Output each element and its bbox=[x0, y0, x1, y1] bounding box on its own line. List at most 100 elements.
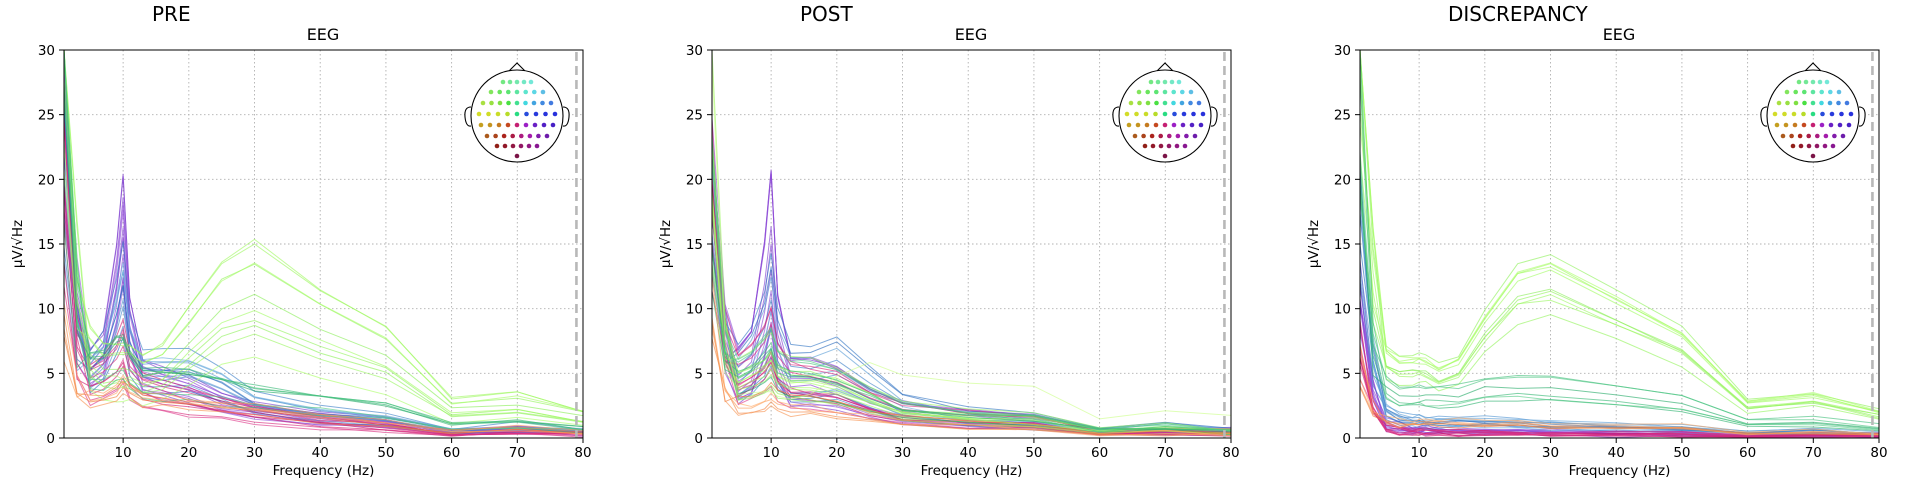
x-axis: 10 20 30 40 50 60 70 80 bbox=[1411, 438, 1888, 461]
psd-trace bbox=[1360, 50, 1879, 410]
sensor-dot bbox=[1182, 143, 1188, 149]
head-ear-left bbox=[1760, 106, 1768, 127]
psd-trace bbox=[1360, 378, 1879, 438]
sensor-dot bbox=[548, 100, 554, 106]
sensor-dot bbox=[1806, 133, 1811, 139]
psd-trace bbox=[1360, 259, 1879, 436]
psd-traces bbox=[1360, 50, 1879, 438]
sensor-dot bbox=[1803, 79, 1809, 85]
sensor-dot bbox=[1790, 143, 1796, 149]
y-tick-label: 30 bbox=[38, 43, 55, 59]
sensor-dot bbox=[1819, 89, 1824, 95]
psd-trace bbox=[1360, 379, 1879, 435]
sensor-dot bbox=[514, 153, 520, 159]
sensor-dot bbox=[495, 111, 501, 117]
sensor-dot bbox=[1792, 122, 1798, 128]
x-tick-label: 40 bbox=[312, 445, 329, 461]
sensor-dot bbox=[1827, 100, 1833, 106]
x-tick-label: 50 bbox=[1025, 445, 1042, 461]
psd-trace bbox=[64, 117, 583, 436]
y-tick-label: 0 bbox=[46, 431, 55, 447]
sensor-dot bbox=[497, 89, 503, 95]
sensor-dot bbox=[1149, 133, 1155, 139]
x-tick-label: 30 bbox=[246, 445, 263, 461]
sensor-dot bbox=[1179, 100, 1185, 106]
psd-trace bbox=[1360, 350, 1879, 437]
sensor-dot bbox=[493, 133, 498, 139]
psd-trace bbox=[712, 156, 1231, 432]
y-tick-label: 10 bbox=[1334, 302, 1351, 318]
y-tick-label: 15 bbox=[1334, 237, 1351, 253]
x-tick-label: 30 bbox=[894, 445, 911, 461]
sensor-dot bbox=[1188, 89, 1194, 95]
y-tick-label: 20 bbox=[1334, 172, 1351, 188]
sensor-dot bbox=[521, 79, 527, 85]
psd-trace bbox=[64, 211, 583, 435]
sensor-dot bbox=[1135, 122, 1141, 128]
x-tick-label: 10 bbox=[115, 445, 132, 461]
sensor-dot bbox=[1776, 100, 1782, 106]
sensor-dot bbox=[1158, 133, 1163, 139]
psd-trace bbox=[64, 50, 583, 422]
y-tick-label: 15 bbox=[686, 237, 703, 253]
sensor-dot bbox=[1145, 100, 1151, 106]
psd-trace bbox=[1360, 280, 1879, 435]
head-ear-right bbox=[562, 106, 570, 127]
sensor-dot bbox=[523, 122, 529, 128]
psd-trace bbox=[1360, 279, 1879, 437]
sensor-dot bbox=[1791, 111, 1797, 117]
psd-trace bbox=[64, 181, 583, 434]
psd-trace bbox=[64, 141, 583, 412]
sensor-dot bbox=[1785, 100, 1790, 106]
psd-trace bbox=[1360, 73, 1879, 414]
psd-trace bbox=[712, 140, 1231, 435]
sensor-dot bbox=[1830, 143, 1836, 149]
sensor-dot bbox=[1844, 100, 1850, 106]
sensor-dot bbox=[1171, 122, 1177, 128]
psd-trace bbox=[64, 336, 583, 434]
sensor-dot bbox=[1828, 89, 1833, 95]
psd-trace bbox=[64, 221, 583, 434]
psd-trace bbox=[1360, 345, 1879, 438]
psd-trace bbox=[712, 243, 1231, 431]
x-tick-label: 10 bbox=[1411, 445, 1428, 461]
sensor-dot bbox=[1166, 143, 1172, 149]
sensor-dot bbox=[1810, 89, 1816, 95]
psd-trace bbox=[712, 65, 1231, 420]
axes-title: EEG bbox=[1603, 25, 1636, 44]
sensor-dot bbox=[1162, 153, 1168, 159]
x-tick-label: 60 bbox=[443, 445, 460, 461]
head-ear-right bbox=[1210, 106, 1218, 127]
sensor-dot bbox=[478, 122, 484, 128]
sensor-dot bbox=[527, 133, 533, 139]
y-tick-label: 30 bbox=[1334, 43, 1351, 59]
sensor-dot bbox=[523, 89, 528, 95]
psd-trace bbox=[64, 328, 583, 435]
sensor-dot bbox=[544, 133, 550, 139]
psd-trace bbox=[712, 198, 1231, 432]
sensor-dot bbox=[531, 100, 537, 106]
psd-trace bbox=[712, 329, 1231, 437]
psd-trace bbox=[64, 50, 583, 430]
psd-trace bbox=[712, 135, 1231, 433]
sensor-dot bbox=[514, 89, 520, 95]
sensor-dot bbox=[501, 133, 507, 139]
x-tick-label: 60 bbox=[1739, 445, 1756, 461]
psd-trace bbox=[712, 277, 1231, 437]
psd-trace bbox=[64, 314, 583, 433]
sensor-dot bbox=[1782, 111, 1787, 117]
y-tick-label: 25 bbox=[1334, 108, 1351, 124]
y-axis: 0 5 10 15 20 25 30 bbox=[38, 43, 64, 447]
psd-trace bbox=[712, 145, 1231, 431]
sensor-dot bbox=[1810, 153, 1816, 159]
sensor-dot bbox=[1191, 111, 1196, 117]
sensor-dot bbox=[1823, 133, 1829, 139]
sensor-dot bbox=[1819, 122, 1825, 128]
sensor-dot bbox=[1171, 100, 1176, 106]
sensor-dot bbox=[526, 143, 532, 149]
sensor-dot bbox=[1162, 89, 1168, 95]
sensor-dot bbox=[536, 133, 541, 139]
y-tick-label: 10 bbox=[38, 302, 55, 318]
psd-trace bbox=[64, 50, 583, 434]
sensor-dot bbox=[1153, 122, 1159, 128]
